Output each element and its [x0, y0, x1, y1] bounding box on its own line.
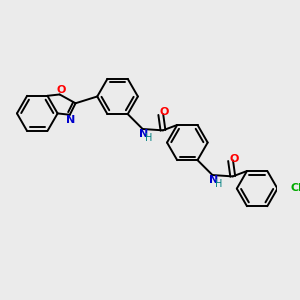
Text: H: H — [145, 133, 152, 143]
Text: N: N — [66, 115, 75, 124]
Text: N: N — [209, 175, 218, 185]
Text: O: O — [56, 85, 66, 94]
Text: Cl: Cl — [290, 183, 300, 193]
Text: O: O — [229, 154, 239, 164]
Text: N: N — [140, 129, 148, 139]
Text: O: O — [159, 107, 169, 118]
Text: H: H — [215, 179, 222, 189]
